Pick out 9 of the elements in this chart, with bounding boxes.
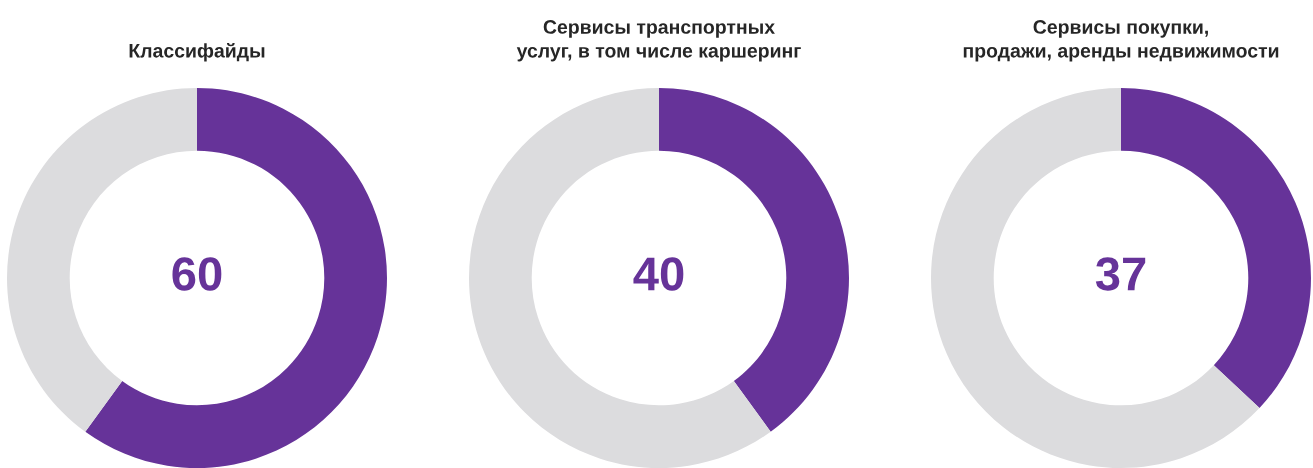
donut-slice [469, 88, 771, 468]
data-label: 40 [633, 257, 684, 291]
chart-title: Сервисы транспортных услуг, в том числе каршеринг [516, 20, 801, 62]
chart-title: Классифайды [129, 42, 265, 62]
donut-slice [85, 88, 387, 468]
data-label: 37 [1095, 257, 1146, 291]
chart-title: Сервисы покупки, продажи, аренды недвижимости [963, 20, 1279, 62]
donut-slice [931, 88, 1260, 468]
data-label: 60 [172, 257, 222, 291]
